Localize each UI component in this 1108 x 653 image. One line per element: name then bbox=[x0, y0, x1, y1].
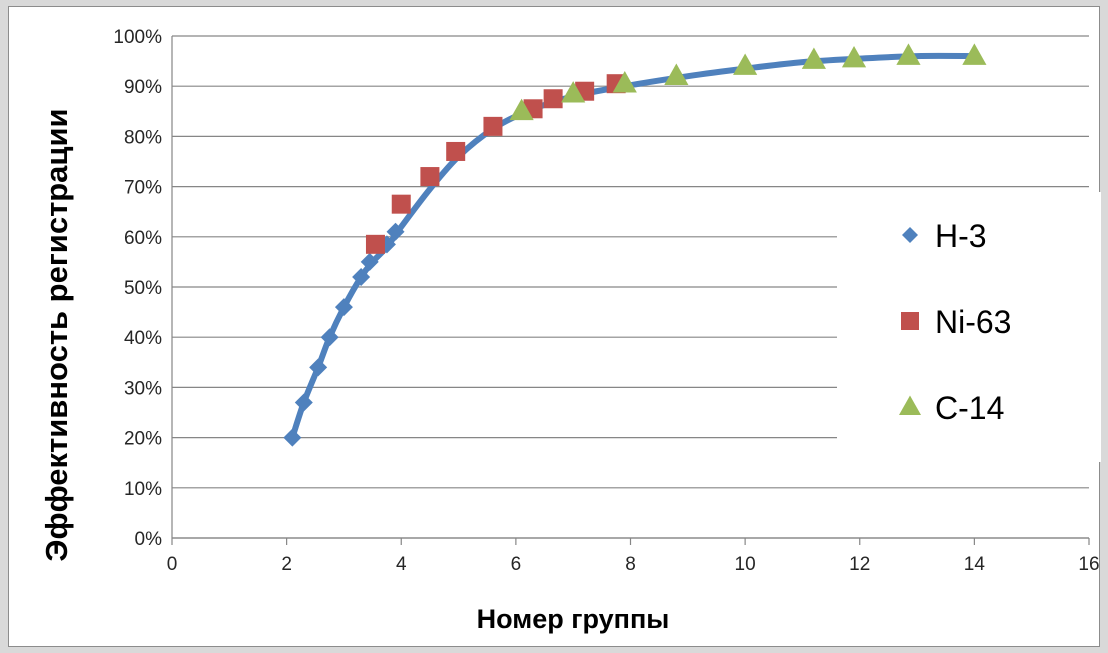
x-tick-label: 6 bbox=[511, 554, 522, 575]
data-point-ni-63 bbox=[446, 141, 466, 161]
x-tick-label: 8 bbox=[625, 554, 636, 575]
legend-box bbox=[837, 192, 1101, 462]
data-point-h-3 bbox=[309, 358, 328, 377]
x-tick-label: 16 bbox=[1078, 554, 1099, 575]
y-tick-label: 60% bbox=[124, 228, 162, 249]
y-tick-label: 50% bbox=[124, 278, 162, 299]
data-point-c-14 bbox=[733, 53, 758, 75]
data-point-h-3 bbox=[360, 252, 379, 271]
legend-marker-c-14 bbox=[899, 395, 921, 415]
legend-marker-ni-63 bbox=[901, 312, 919, 330]
data-point-ni-63 bbox=[420, 167, 440, 187]
legend-label-c-14: C-14 bbox=[935, 390, 1004, 426]
data-point-ni-63 bbox=[391, 194, 411, 214]
y-tick-label: 0% bbox=[135, 529, 163, 550]
data-point-c-14 bbox=[664, 63, 689, 85]
y-tick-label: 90% bbox=[124, 77, 162, 98]
y-tick-label: 100% bbox=[113, 27, 162, 48]
x-tick-label: 2 bbox=[281, 554, 292, 575]
data-point-c-14 bbox=[801, 47, 826, 69]
data-point-ni-63 bbox=[483, 116, 503, 136]
marker-layer bbox=[283, 43, 987, 447]
data-point-c-14 bbox=[509, 98, 534, 121]
data-point-h-3 bbox=[283, 428, 302, 447]
x-tick-label: 4 bbox=[396, 554, 407, 575]
y-tick-label: 20% bbox=[124, 429, 162, 450]
y-tick-label: 70% bbox=[124, 178, 162, 199]
x-tick-label: 12 bbox=[849, 554, 870, 575]
legend-label-h-3: H-3 bbox=[935, 218, 987, 254]
x-axis-title: Номер группы bbox=[477, 604, 670, 634]
data-point-c-14 bbox=[962, 43, 987, 65]
data-point-c-14 bbox=[561, 81, 586, 103]
legend: H-3 Ni-63 C-14 bbox=[899, 218, 1011, 426]
axis-layer: 0% 10% 20% 30% 40% 50% 60% 70% 80% 90% 100% 0 2 4 6 8 10… bbox=[113, 27, 1099, 575]
data-point-h-3 bbox=[386, 222, 405, 241]
legend-label-ni-63: Ni-63 bbox=[935, 304, 1011, 340]
data-point-ni-63 bbox=[365, 234, 385, 254]
y-axis-title: Эффективность регистрации bbox=[39, 108, 74, 561]
data-point-h-3 bbox=[352, 267, 371, 286]
y-tick-label: 80% bbox=[124, 127, 162, 148]
x-tick-label: 10 bbox=[735, 554, 756, 575]
legend-marker-h-3 bbox=[902, 227, 918, 243]
chart-svg: 0% 10% 20% 30% 40% 50% 60% 70% 80% 90% 100% 0 2 4 6 8 10… bbox=[39, 27, 1101, 634]
x-tick-label: 0 bbox=[167, 554, 178, 575]
chart-frame: 0% 10% 20% 30% 40% 50% 60% 70% 80% 90% 100% 0 2 4 6 8 10… bbox=[8, 6, 1101, 647]
data-point-h-3 bbox=[294, 393, 313, 412]
grid-layer bbox=[172, 35, 1089, 539]
y-tick-label: 30% bbox=[124, 378, 162, 399]
x-tick-label: 14 bbox=[964, 554, 986, 575]
data-point-c-14 bbox=[896, 43, 921, 65]
y-tick-label: 10% bbox=[124, 479, 162, 500]
data-point-h-3 bbox=[320, 328, 339, 347]
data-point-h-3 bbox=[334, 298, 353, 317]
data-point-c-14 bbox=[841, 45, 867, 68]
data-point-ni-63 bbox=[543, 89, 563, 109]
y-tick-label: 40% bbox=[124, 328, 162, 349]
data-point-c-14 bbox=[612, 71, 637, 93]
